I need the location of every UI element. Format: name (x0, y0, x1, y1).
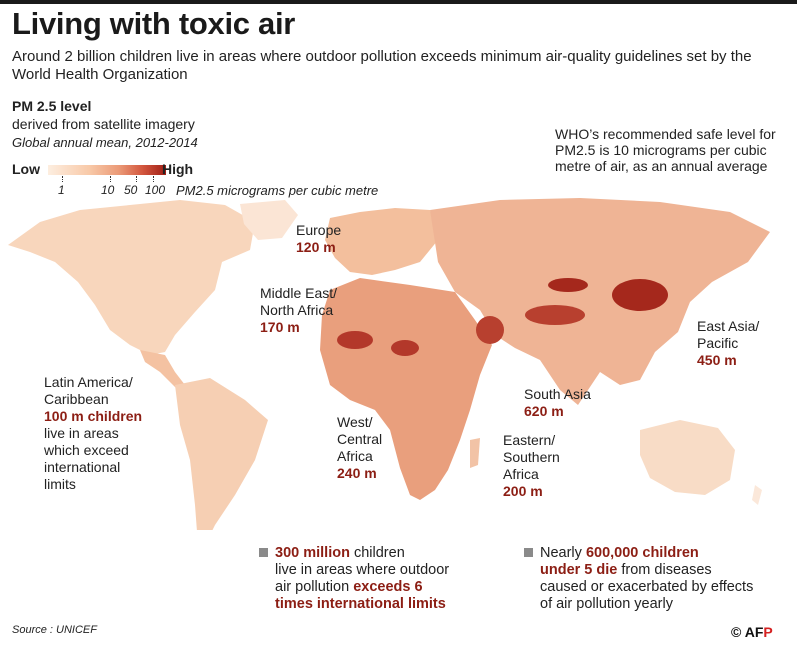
legend-tick-label: 50 (124, 183, 138, 197)
region-west-central-africa: West/ Central Africa 240 m (337, 414, 383, 481)
hotspot-sahara-east (391, 340, 419, 356)
hotspot-taklamakan (548, 278, 588, 292)
legend-tick (110, 176, 111, 182)
landmass-europe (325, 208, 438, 275)
who-guideline-note: WHO’s recommended safe level for PM2.5 i… (555, 126, 776, 174)
hotspot-sahara-west (337, 331, 373, 349)
legend-color-scale (48, 165, 166, 175)
landmass-madagascar (470, 438, 480, 468)
hotspot-india (525, 305, 585, 325)
legend-tick-label: 100 (145, 183, 166, 197)
region-east-asia-pacific: East Asia/ Pacific 450 m (697, 318, 760, 368)
legend-subtitle: derived from satellite imagery (12, 116, 195, 132)
landmass-asia (430, 198, 770, 405)
hotspot-china (612, 279, 668, 311)
legend-high-label: High (162, 161, 194, 177)
legend-tick (136, 176, 137, 182)
legend-low-label: Low (12, 161, 40, 177)
legend-tick-label: 10 (101, 183, 115, 197)
world-pm25-map (8, 198, 770, 530)
page-title: Living with toxic air (12, 6, 296, 41)
region-middle-east-north-africa: Middle East/ North Africa 170 m (260, 285, 338, 335)
legend-tick (62, 176, 63, 182)
legend-period: Global annual mean, 2012-2014 (12, 135, 198, 150)
bullet-square (524, 548, 533, 557)
landmass-australia (640, 420, 735, 495)
page-subtitle: Around 2 billion children live in areas … (12, 48, 752, 83)
afp-logo: © AFP (731, 624, 773, 640)
legend-title: PM 2.5 level (12, 98, 92, 114)
landmass-central-america (140, 350, 185, 390)
landmass-north-america (8, 200, 255, 355)
top-rule (0, 0, 797, 4)
region-europe: Europe 120 m (296, 222, 342, 255)
region-latin-america: Latin America/ Caribbean 100 m children … (44, 374, 143, 492)
stat-600000-children: Nearly 600,000 children under 5 die from… (524, 545, 790, 613)
landmass-south-america (175, 378, 268, 530)
region-eastern-southern-africa: Eastern/ Southern Africa 200 m (503, 432, 560, 499)
legend-units: PM2.5 micrograms per cubic metre (176, 183, 379, 198)
region-south-asia: South Asia 620 m (524, 386, 591, 419)
bullet-square (259, 548, 268, 557)
hotspot-arabia (476, 316, 504, 344)
source-note: Source : UNICEF (12, 624, 97, 636)
stat-300-million: 300 million children live in areas where… (259, 545, 505, 613)
legend-tick-label: 1 (58, 183, 65, 197)
landmass-greenland (240, 200, 298, 240)
landmass-nz (752, 485, 762, 505)
legend-tick (153, 176, 154, 182)
